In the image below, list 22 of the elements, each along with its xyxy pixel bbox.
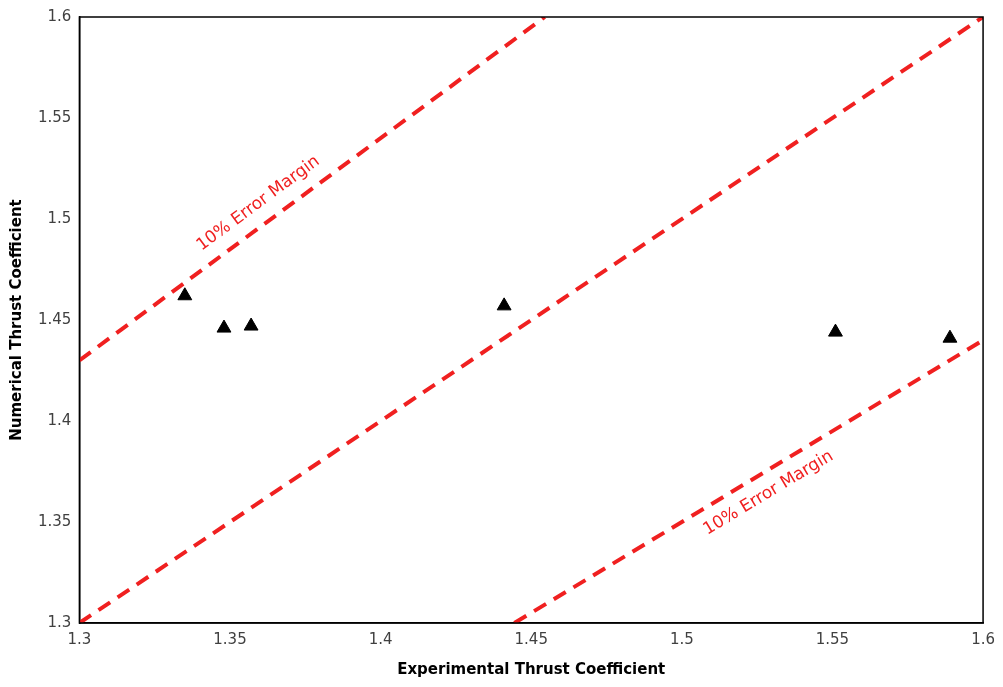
y-tick-label: 1.55: [37, 107, 72, 126]
x-tick-label: 1.3: [67, 629, 92, 648]
point: [243, 317, 259, 331]
point: [942, 329, 958, 343]
x-tick-label: 1.35: [213, 629, 247, 648]
x-axis-title: Experimental Thrust Coefficient: [397, 659, 666, 678]
point: [177, 287, 193, 301]
y-tick-label: 1.35: [37, 511, 72, 530]
point: [496, 297, 512, 311]
point: [828, 323, 843, 337]
y-tick-label: 1.3: [47, 612, 72, 631]
y-tick-label: 1.45: [37, 309, 72, 328]
point: [216, 319, 232, 333]
x-tick-label: 1.6: [971, 629, 995, 648]
y-axis-title: Numerical Thrust Coefficient: [6, 199, 25, 441]
x-tick-label: 1.5: [669, 629, 694, 648]
x-tick-label: 1.55: [815, 629, 850, 648]
y-tick-label: 1.5: [47, 208, 72, 227]
y-tick-label: 1.6: [47, 6, 72, 25]
x-tick-label: 1.45: [514, 629, 548, 648]
x-tick-label: 1.4: [368, 629, 393, 648]
y-tick-label: 1.4: [47, 410, 72, 429]
